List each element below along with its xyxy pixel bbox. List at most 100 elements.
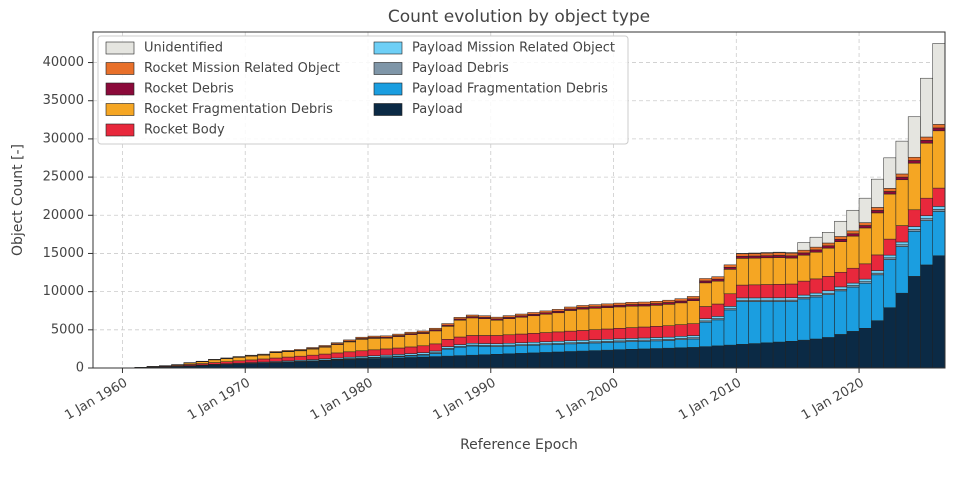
bar-segment: [675, 303, 687, 325]
bar-segment: [454, 320, 466, 337]
bar-segment: [393, 337, 405, 348]
bar-segment: [626, 302, 638, 304]
bar-segment: [540, 333, 552, 342]
legend-label: Unidentified: [144, 41, 223, 56]
bar-segment: [663, 326, 675, 337]
bar-segment: [687, 339, 699, 347]
bar-segment: [773, 253, 785, 256]
bar-segment: [503, 354, 515, 368]
bar-segment: [454, 356, 466, 368]
bar-segment: [601, 308, 613, 329]
x-tick-label: 1 Jan 1980: [308, 376, 376, 424]
bar-segment: [810, 339, 822, 368]
bar-segment: [761, 258, 773, 285]
bar-segment: [847, 231, 859, 234]
bar-segment: [221, 362, 233, 364]
bar-segment: [822, 232, 834, 243]
bar-segment: [429, 328, 441, 330]
bar-segment: [491, 320, 503, 335]
bar-segment: [920, 198, 932, 216]
y-tick-label: 10000: [43, 284, 84, 299]
bar-segment: [368, 350, 380, 356]
bar-segment: [650, 338, 662, 340]
bar-segment: [699, 283, 711, 307]
bar-segment: [908, 157, 920, 160]
bar-segment: [798, 243, 810, 251]
bar-segment: [245, 356, 257, 360]
bar-segment: [626, 349, 638, 368]
bar-segment: [552, 313, 564, 332]
bar-segment: [478, 319, 490, 336]
bar-segment: [749, 253, 761, 256]
bar-segment: [699, 279, 711, 281]
bar-segment: [515, 353, 527, 368]
bar-segment: [540, 311, 552, 313]
bar-segment: [773, 258, 785, 285]
bar-segment: [798, 299, 810, 340]
bar-segment: [564, 331, 576, 341]
bar-segment: [528, 353, 540, 368]
bar-segment: [270, 363, 282, 368]
bar-segment: [233, 364, 245, 368]
bar-segment: [528, 333, 540, 342]
bar-segment: [270, 358, 282, 361]
bar-segment: [564, 307, 576, 309]
bar-segment: [478, 355, 490, 368]
bar-segment: [356, 337, 368, 338]
bar-segment: [896, 174, 908, 177]
bar-segment: [896, 247, 908, 294]
bar-segment: [884, 158, 896, 189]
bar-segment: [601, 329, 613, 339]
bar-segment: [712, 279, 724, 281]
bar-segment: [307, 347, 319, 348]
bar-segment: [835, 291, 847, 335]
bar-segment: [380, 336, 392, 337]
bar-segment: [577, 351, 589, 368]
bar-segment: [356, 351, 368, 357]
bar-segment: [920, 137, 932, 140]
bar-segment: [368, 336, 380, 337]
y-tick-label: 40000: [43, 55, 84, 70]
bar-segment: [343, 360, 355, 368]
bar-segment: [847, 234, 859, 236]
bar-segment: [478, 316, 490, 318]
bar-segment: [798, 250, 810, 253]
bar-segment: [835, 272, 847, 287]
bar-segment: [417, 355, 429, 357]
bar-segment: [601, 339, 613, 341]
bar-segment: [429, 351, 441, 353]
bar-segment: [687, 347, 699, 368]
bar-segment: [429, 344, 441, 351]
legend-label: Payload Debris: [412, 61, 509, 76]
bar-segment: [589, 308, 601, 329]
bar-segment: [368, 338, 380, 349]
legend-swatch: [374, 104, 402, 116]
bar-segment: [282, 362, 294, 368]
bar-segment: [466, 335, 478, 343]
bar-segment: [675, 348, 687, 368]
bar-segment: [675, 299, 687, 301]
bar-segment: [712, 316, 724, 318]
bar-segment: [773, 284, 785, 298]
bar-segment: [761, 285, 773, 298]
bar-segment: [466, 346, 478, 355]
bar-segment: [859, 283, 871, 328]
bar-segment: [785, 252, 797, 253]
bar-segment: [871, 210, 883, 213]
bar-segment: [294, 362, 306, 368]
bar-segment: [429, 331, 441, 344]
bar-segment: [442, 326, 454, 339]
bar-segment: [749, 302, 761, 344]
bar-segment: [577, 330, 589, 340]
bar-segment: [908, 163, 920, 210]
bar-segment: [712, 304, 724, 316]
bar-segment: [933, 256, 945, 368]
bar-segment: [749, 344, 761, 368]
bar-segment: [638, 306, 650, 327]
bar-segment: [614, 305, 626, 307]
bar-segment: [908, 117, 920, 157]
bar-segment: [822, 243, 834, 246]
bar-segment: [871, 321, 883, 368]
bar-segment: [736, 258, 748, 285]
bar-segment: [650, 326, 662, 337]
